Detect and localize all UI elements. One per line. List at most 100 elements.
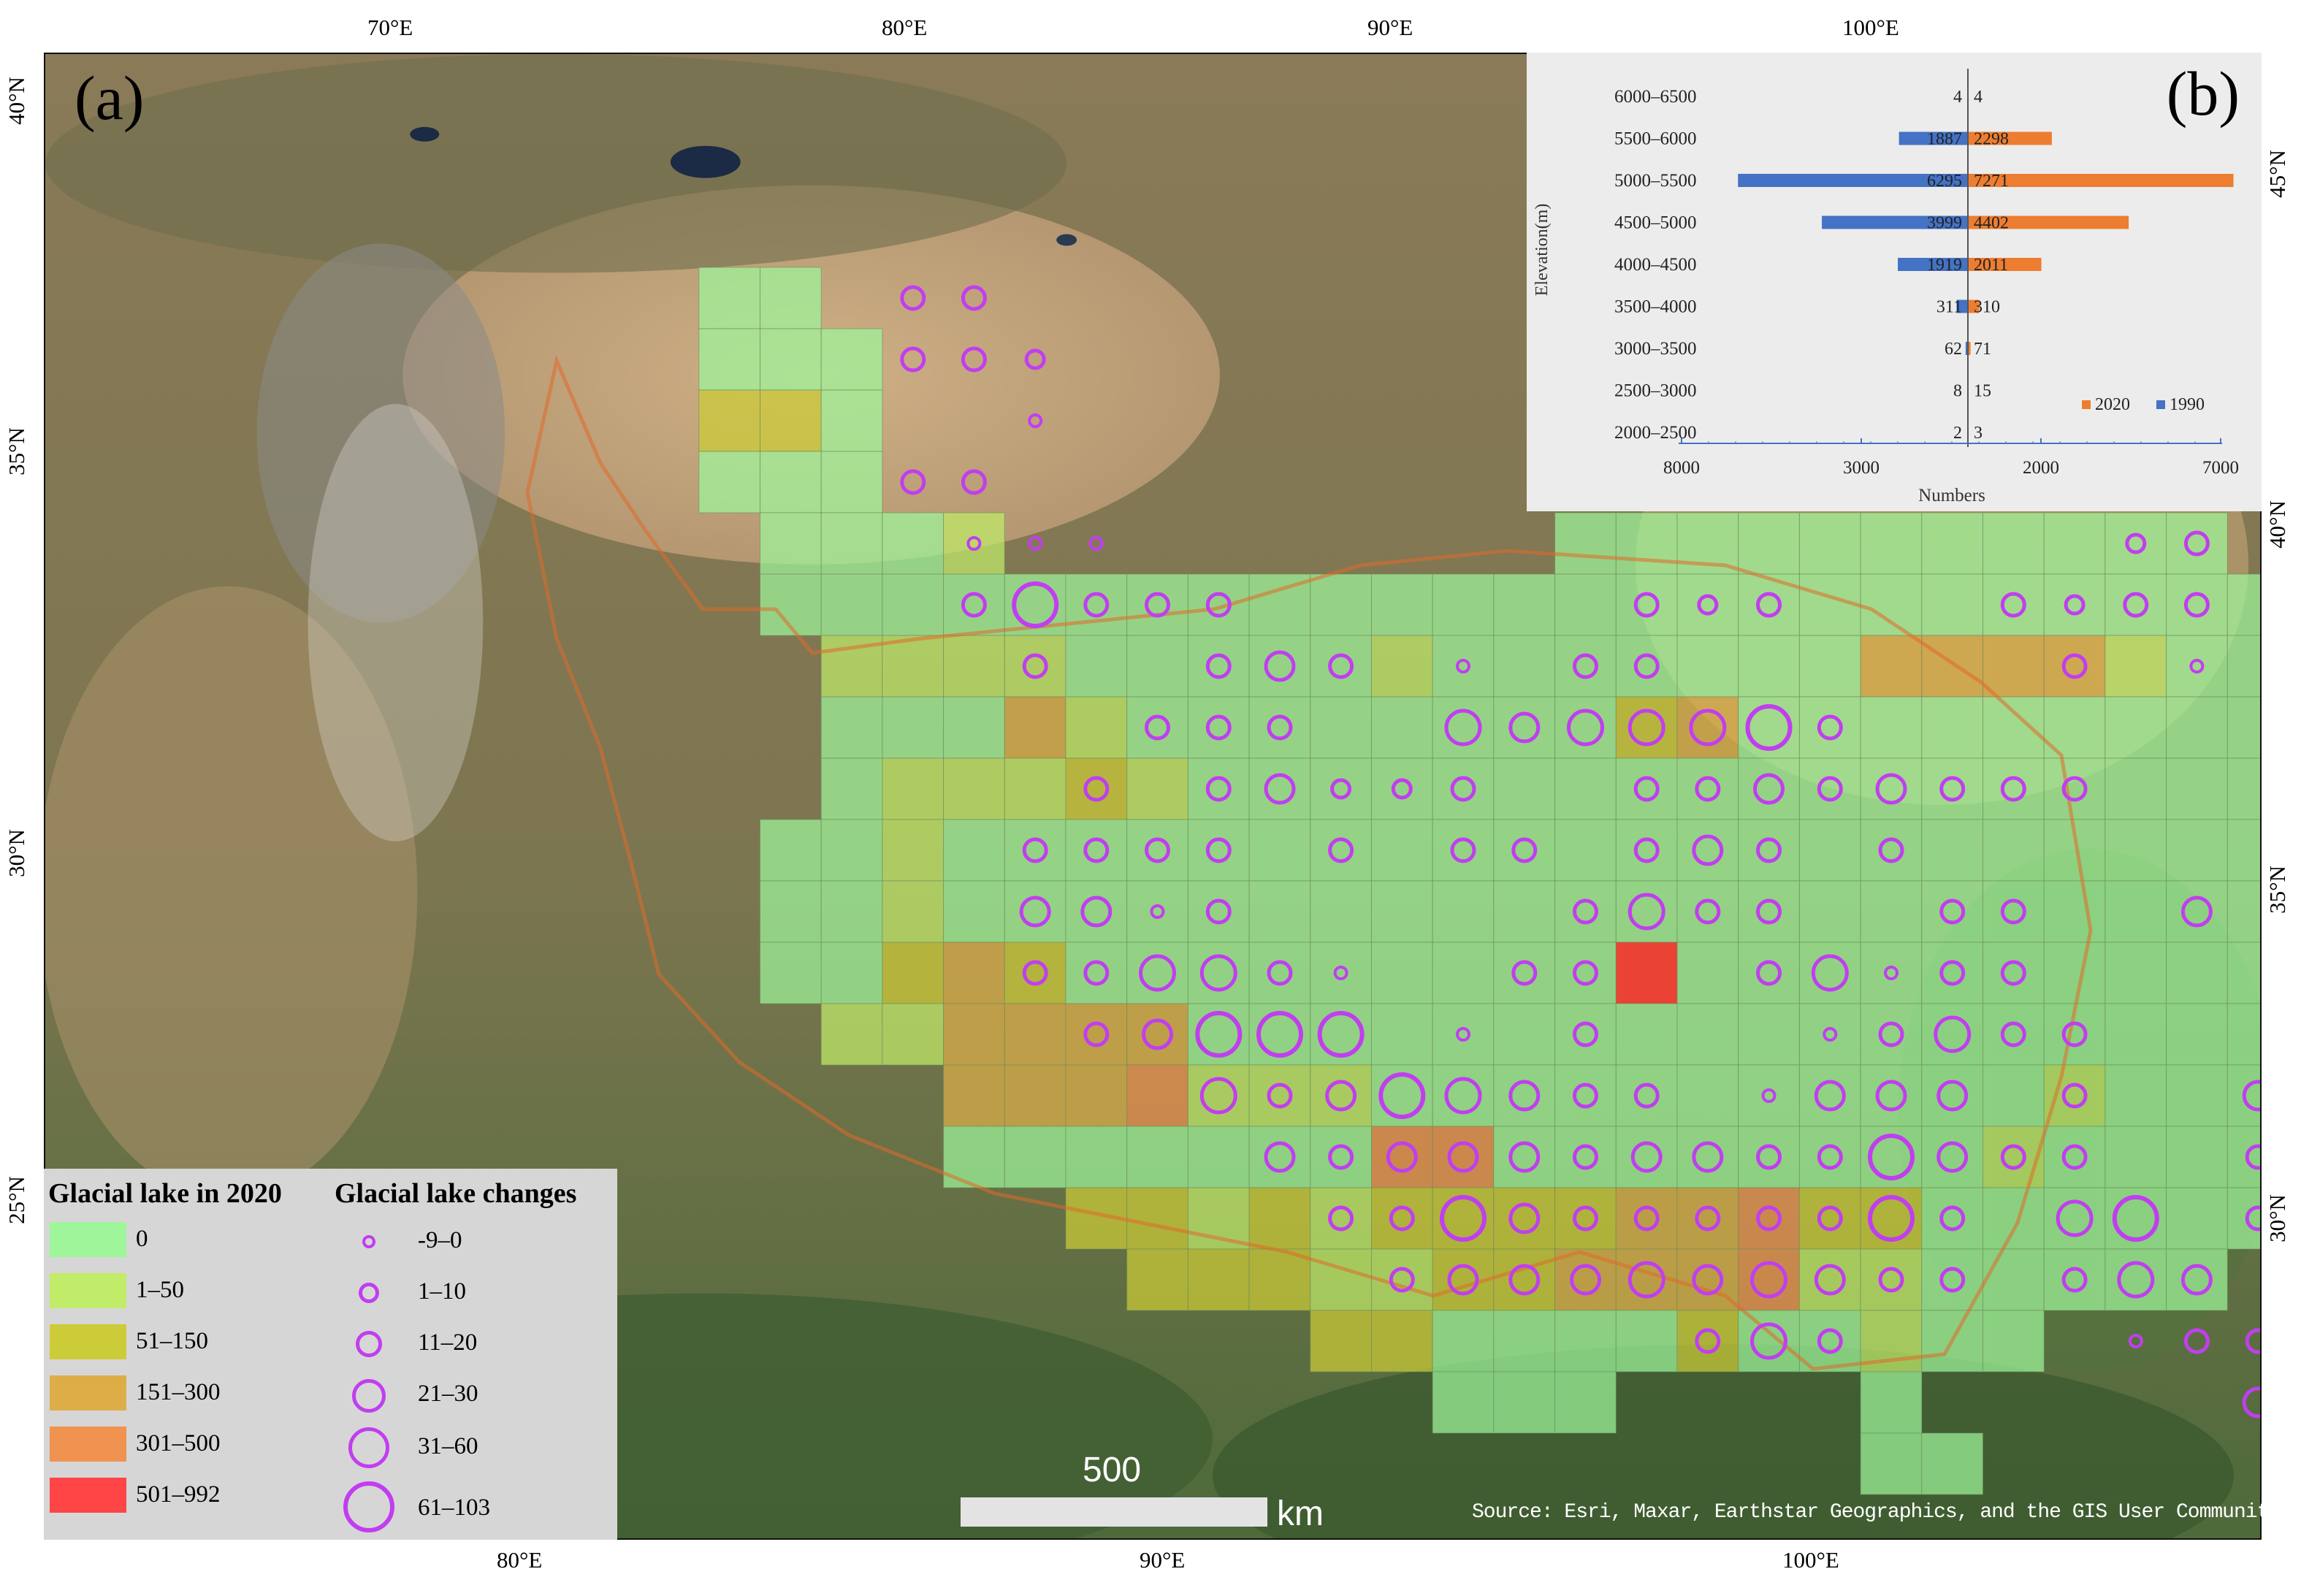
grid-cell	[820, 757, 883, 820]
grid-cell	[1921, 1126, 1984, 1188]
grid-cell	[1615, 942, 1678, 1004]
change-circle	[1264, 773, 1296, 805]
change-circle	[1817, 1144, 1843, 1170]
grid-cell	[1248, 696, 1311, 759]
chart-legend-label-2020: 2020	[2095, 395, 2130, 414]
change-circle	[1878, 1267, 1904, 1293]
chart-x-tick-label: 7000	[2202, 458, 2239, 478]
legend-label-5: 501–992	[136, 1481, 221, 1508]
grid-cell	[2043, 1126, 2106, 1188]
map-legend: Glacial lake in 2020 Glacial lake change…	[44, 1169, 617, 1540]
chart-value-label-1990: 62	[1945, 340, 1962, 359]
change-circle	[900, 285, 926, 311]
grid-cell	[1065, 696, 1128, 759]
change-circle	[1811, 954, 1849, 992]
grid-cell	[1983, 1003, 2045, 1066]
grid-cell	[1004, 1064, 1066, 1127]
chart-category-label: 3000–3500	[1614, 339, 1697, 359]
change-circle	[1205, 653, 1232, 679]
change-circle	[1875, 1080, 1907, 1112]
grid-cell	[1983, 819, 2045, 882]
grid-cell	[1554, 696, 1617, 759]
lon-label-bottom-90: 90°E	[1140, 1547, 1186, 1573]
change-circle	[1628, 709, 1665, 747]
legend-swatch-3	[50, 1375, 126, 1410]
grid-cell	[2043, 757, 2106, 820]
grid-cell	[1983, 1064, 2045, 1127]
chart-value-label-2020: 71	[1974, 340, 1991, 359]
change-circle	[1456, 659, 1470, 673]
change-circle	[1573, 1083, 1598, 1109]
plateau-boundary	[525, 354, 2093, 1371]
change-circle	[1267, 960, 1293, 986]
chart-bar-1990	[1822, 215, 1968, 229]
grid-cell	[1554, 573, 1617, 636]
change-circle	[1508, 711, 1541, 744]
lat-label-left-35: 35°N	[3, 427, 29, 476]
grid-cell	[1126, 942, 1188, 1004]
change-circle	[1145, 714, 1170, 741]
grid-cell	[1004, 880, 1066, 943]
grid-cell	[2105, 942, 2167, 1004]
grid-cell	[1126, 635, 1188, 698]
grid-cell	[1738, 512, 1800, 575]
legend-label-1: 1–50	[136, 1277, 184, 1303]
grid-cell	[820, 451, 883, 513]
change-circle	[1205, 592, 1232, 618]
grid-cell	[1615, 512, 1678, 575]
grid-cell	[1983, 880, 2045, 943]
change-circle	[1083, 1021, 1110, 1047]
change-circle	[1511, 837, 1538, 863]
change-circle	[1028, 413, 1043, 428]
grid-cell	[1738, 757, 1800, 820]
change-circle	[1511, 960, 1538, 986]
legend-swatch-0	[50, 1222, 126, 1257]
lat-label-left-25: 25°N	[3, 1176, 29, 1224]
lat-label-right-40: 40°N	[2264, 500, 2290, 549]
grid-cell	[1738, 942, 1800, 1004]
chart-value-label-2020: 7271	[1974, 172, 2009, 191]
grid-cell	[1310, 1187, 1373, 1250]
grid-cell	[1554, 512, 1617, 575]
change-circle	[1389, 1267, 1415, 1293]
grid-cell	[2105, 1248, 2167, 1311]
grid-cell	[1738, 1248, 1800, 1311]
change-circle	[1267, 1083, 1293, 1109]
change-circles	[900, 285, 2260, 1419]
grid-cell	[1187, 880, 1250, 943]
change-circle	[1745, 704, 1793, 751]
elevation-bar-chart: 6000–6500 4 4 5500–6000 1887 2298 5000–5500 629…	[1533, 69, 2239, 505]
grid-cell	[1126, 1064, 1188, 1127]
grid-cell	[1983, 1187, 2045, 1250]
grid-cell	[1738, 1126, 1800, 1188]
chart-category-label: 3500–4000	[1614, 297, 1697, 317]
grid-cell	[2166, 1003, 2228, 1066]
change-circle	[1267, 714, 1293, 741]
change-circle	[1205, 837, 1232, 863]
grid-cell	[1554, 1187, 1617, 1250]
change-circle	[1817, 714, 1843, 741]
grid-cell	[698, 328, 760, 391]
change-circle	[2000, 776, 2026, 802]
grid-cell	[1187, 573, 1250, 636]
chart-category-label: 5000–5500	[1614, 171, 1697, 191]
grid-cell	[1983, 757, 2045, 820]
grid-cell	[1738, 1064, 1800, 1127]
change-circle	[1750, 1261, 1787, 1299]
change-circle	[2183, 530, 2210, 557]
grid-cell	[1371, 635, 1433, 698]
grid-cell	[1615, 635, 1678, 698]
change-circle	[1386, 1141, 1418, 1173]
grid-cell	[760, 512, 822, 575]
change-circle	[1756, 592, 1782, 618]
grid-cell	[1432, 1310, 1495, 1372]
change-circle	[1456, 1027, 1470, 1042]
change-circle	[1447, 1141, 1479, 1173]
chart-bar-1990	[1898, 258, 1968, 271]
grid-cell	[1004, 1003, 1066, 1066]
grid-cell	[1248, 1126, 1311, 1188]
change-circle	[1083, 837, 1110, 863]
grid-cell	[1493, 1187, 1556, 1250]
grid-cell	[1310, 1126, 1373, 1188]
change-circle	[1317, 1011, 1365, 1058]
